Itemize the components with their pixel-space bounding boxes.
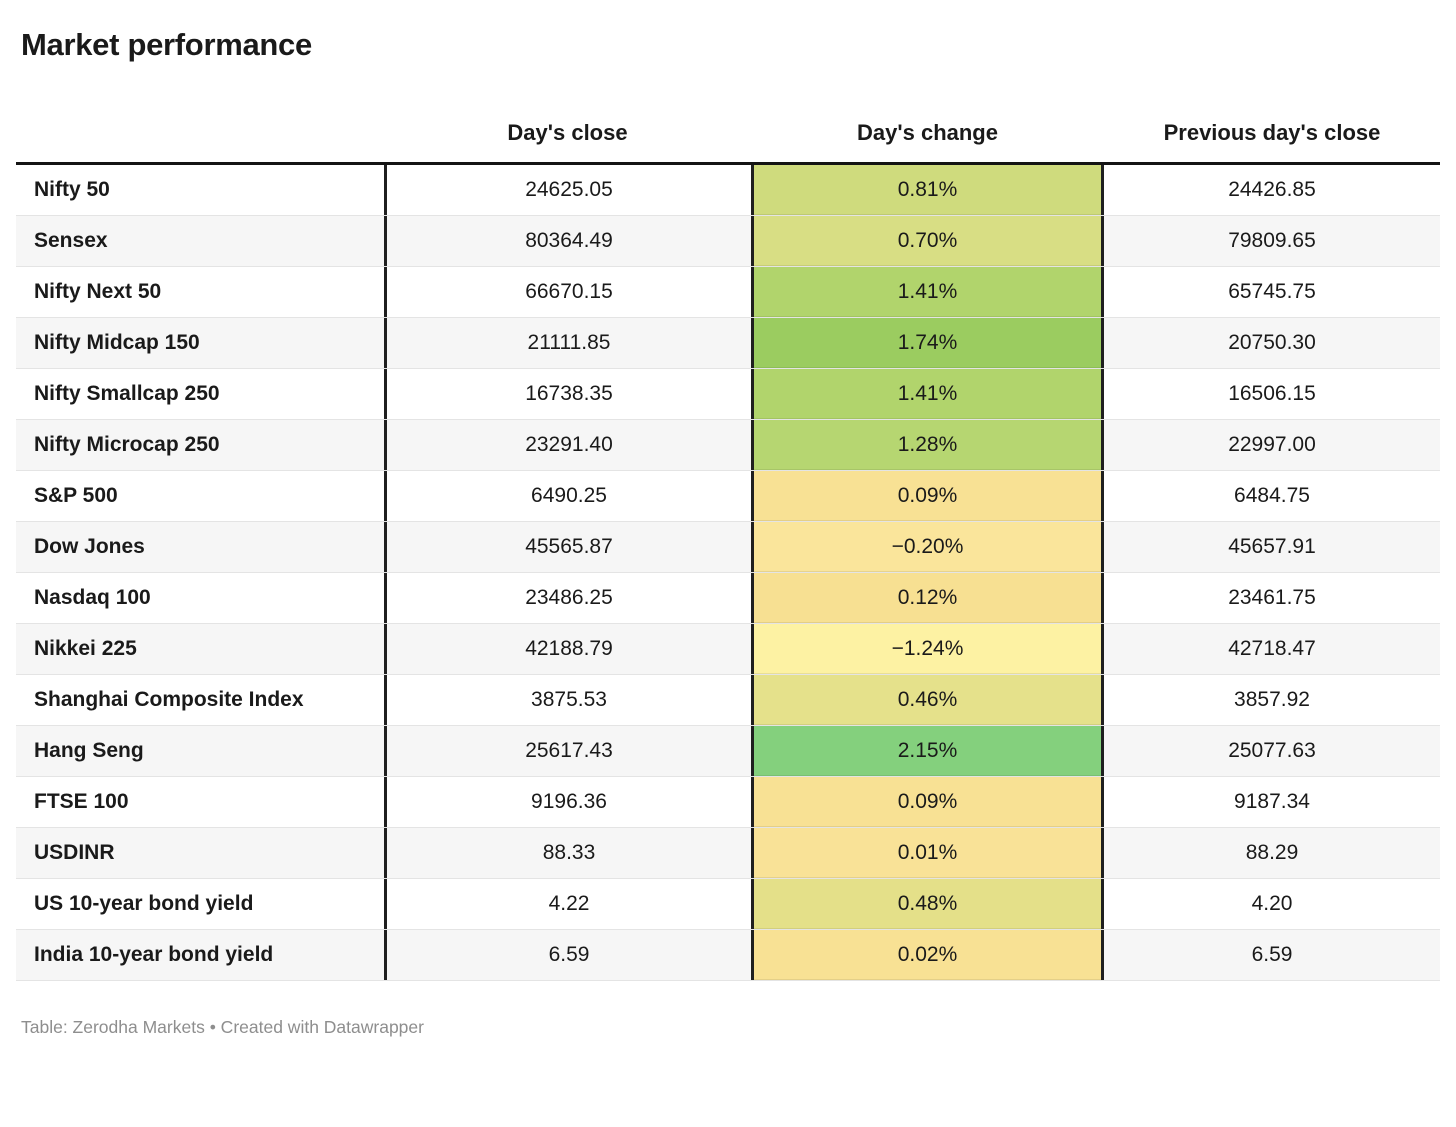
row-label: Dow Jones <box>34 535 145 558</box>
row-label: Nasdaq 100 <box>34 586 151 609</box>
row-label: Nifty Midcap 150 <box>34 331 200 354</box>
table-header-row: Day's close Day's change Previous day's … <box>16 120 1440 165</box>
table-row: S&P 500 6490.25 0.09% 6484.75 <box>16 471 1440 522</box>
previous-close-value: 20750.30 <box>1228 331 1316 354</box>
days-change-value: −0.20% <box>751 522 1104 572</box>
days-change-value: 1.28% <box>751 420 1104 470</box>
column-header-days-close: Day's close <box>507 120 628 145</box>
table-row: Nifty Smallcap 250 16738.35 1.41% 16506.15 <box>16 369 1440 420</box>
table-row: Nifty Next 50 66670.15 1.41% 65745.75 <box>16 267 1440 318</box>
days-close-value: 23291.40 <box>384 420 751 470</box>
days-change-value: 1.41% <box>751 369 1104 419</box>
days-change-value: 0.09% <box>751 471 1104 521</box>
page-title: Market performance <box>21 27 312 62</box>
days-close-value: 66670.15 <box>384 267 751 317</box>
days-close-value: 6490.25 <box>384 471 751 521</box>
days-change-value: 0.81% <box>751 165 1104 215</box>
row-label: Hang Seng <box>34 739 144 762</box>
previous-close-value: 9187.34 <box>1234 790 1310 813</box>
table-row: Dow Jones 45565.87 −0.20% 45657.91 <box>16 522 1440 573</box>
previous-close-value: 23461.75 <box>1228 586 1316 609</box>
table-row: FTSE 100 9196.36 0.09% 9187.34 <box>16 777 1440 828</box>
previous-close-value: 16506.15 <box>1228 382 1316 405</box>
days-close-value: 3875.53 <box>384 675 751 725</box>
days-change-value: 0.46% <box>751 675 1104 725</box>
days-change-value: 1.74% <box>751 318 1104 368</box>
row-label: Nikkei 225 <box>34 637 137 660</box>
days-close-value: 6.59 <box>384 930 751 980</box>
row-label: S&P 500 <box>34 484 118 507</box>
days-change-value: 2.15% <box>751 726 1104 776</box>
days-change-value: 1.41% <box>751 267 1104 317</box>
table-row: USDINR 88.33 0.01% 88.29 <box>16 828 1440 879</box>
row-label: Sensex <box>34 229 108 252</box>
days-change-value: 0.70% <box>751 216 1104 266</box>
datawrapper-table-visualization: Market performance Day's close Day's cha… <box>0 26 1456 1038</box>
days-close-value: 9196.36 <box>384 777 751 827</box>
previous-close-value: 42718.47 <box>1228 637 1316 660</box>
days-close-value: 42188.79 <box>384 624 751 674</box>
days-change-value: 0.02% <box>751 930 1104 980</box>
table-row: Nikkei 225 42188.79 −1.24% 42718.47 <box>16 624 1440 675</box>
row-label: Nifty Microcap 250 <box>34 433 220 456</box>
days-change-value: −1.24% <box>751 624 1104 674</box>
table-attribution: Table: Zerodha Markets • Created with Da… <box>21 1017 424 1037</box>
days-change-value: 0.09% <box>751 777 1104 827</box>
table-row: Nasdaq 100 23486.25 0.12% 23461.75 <box>16 573 1440 624</box>
previous-close-value: 65745.75 <box>1228 280 1316 303</box>
column-header-days-change: Day's change <box>857 120 998 145</box>
previous-close-value: 45657.91 <box>1228 535 1316 558</box>
table-row: Shanghai Composite Index 3875.53 0.46% 3857… <box>16 675 1440 726</box>
row-label: Nifty Smallcap 250 <box>34 382 220 405</box>
table-row: US 10-year bond yield 4.22 0.48% 4.20 <box>16 879 1440 930</box>
previous-close-value: 6.59 <box>1251 943 1293 966</box>
previous-close-value: 3857.92 <box>1234 688 1310 711</box>
days-close-value: 21111.85 <box>384 318 751 368</box>
previous-close-value: 25077.63 <box>1228 739 1316 762</box>
row-label: USDINR <box>34 841 115 864</box>
table-row: India 10-year bond yield 6.59 0.02% 6.59 <box>16 930 1440 981</box>
row-label: Nifty 50 <box>34 178 110 201</box>
days-close-value: 25617.43 <box>384 726 751 776</box>
table-row: Sensex 80364.49 0.70% 79809.65 <box>16 216 1440 267</box>
table-row: Nifty Microcap 250 23291.40 1.28% 22997.00 <box>16 420 1440 471</box>
row-label: US 10-year bond yield <box>34 892 254 915</box>
days-change-value: 0.01% <box>751 828 1104 878</box>
table-row: Nifty Midcap 150 21111.85 1.74% 20750.30 <box>16 318 1440 369</box>
days-close-value: 24625.05 <box>384 165 751 215</box>
previous-close-value: 4.20 <box>1251 892 1293 915</box>
previous-close-value: 24426.85 <box>1228 178 1316 201</box>
days-close-value: 88.33 <box>384 828 751 878</box>
days-close-value: 23486.25 <box>384 573 751 623</box>
table-row: Nifty 50 24625.05 0.81% 24426.85 <box>16 165 1440 216</box>
previous-close-value: 79809.65 <box>1228 229 1316 252</box>
previous-close-value: 22997.00 <box>1228 433 1316 456</box>
days-close-value: 4.22 <box>384 879 751 929</box>
table-body: Nifty 50 24625.05 0.81% 24426.85 Sensex 80364… <box>16 165 1440 981</box>
previous-close-value: 6484.75 <box>1234 484 1310 507</box>
row-label: Nifty Next 50 <box>34 280 162 303</box>
days-change-value: 0.48% <box>751 879 1104 929</box>
column-header-previous-days-close: Previous day's close <box>1163 120 1381 145</box>
days-close-value: 80364.49 <box>384 216 751 266</box>
days-close-value: 45565.87 <box>384 522 751 572</box>
days-close-value: 16738.35 <box>384 369 751 419</box>
table-row: Hang Seng 25617.43 2.15% 25077.63 <box>16 726 1440 777</box>
previous-close-value: 88.29 <box>1245 841 1299 864</box>
days-change-value: 0.12% <box>751 573 1104 623</box>
row-label: FTSE 100 <box>34 790 129 813</box>
row-label: India 10-year bond yield <box>34 943 274 966</box>
row-label: Shanghai Composite Index <box>34 688 304 711</box>
